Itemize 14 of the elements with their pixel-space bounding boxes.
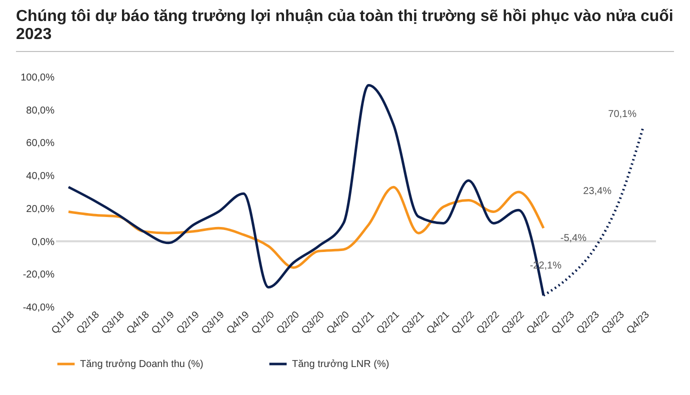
data-label: -5,4%: [560, 232, 587, 244]
y-tick-label: -40,0%: [22, 302, 55, 314]
y-tick-label: 60,0%: [26, 138, 55, 149]
data-label: 23,4%: [583, 186, 612, 197]
legend-label: Tăng trưởng LNR (%): [292, 358, 390, 370]
legend-label: Tăng trưởng Doanh thu (%): [80, 358, 204, 370]
data-label: 70,1%: [608, 108, 637, 120]
y-tick-label: -20,0%: [22, 269, 55, 280]
chart-title: Chúng tôi dự báo tăng trưởng lợi nhuận của toàn thị trường sẽ hồi phục vào nửa cuối 2023: [15, 7, 674, 46]
y-tick-label: 20,0%: [26, 204, 55, 215]
y-tick-label: 80,0%: [26, 105, 55, 116]
y-tick-label: 100,0%: [20, 72, 55, 84]
y-tick-label: 0,0%: [32, 236, 55, 248]
y-tick-label: 40,0%: [26, 170, 55, 182]
